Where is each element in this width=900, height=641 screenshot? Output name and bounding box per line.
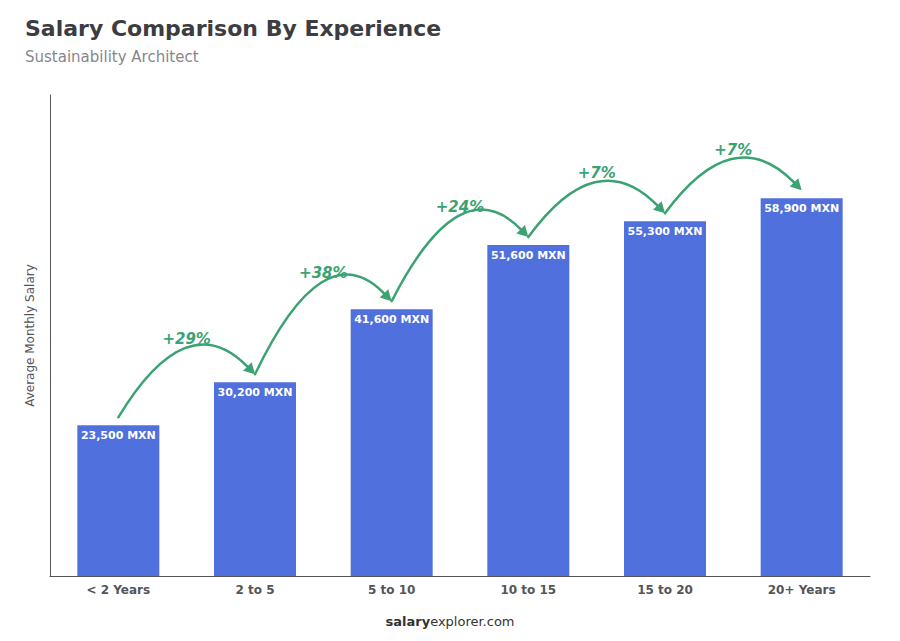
svg-text:30,200 MXN: 30,200 MXN [218,386,293,399]
svg-text:23,500 MXN: 23,500 MXN [81,429,156,442]
svg-text:salary: salary [385,614,430,629]
svg-text:Average Monthly Salary: Average Monthly Salary [23,264,37,407]
svg-text:10 to 15: 10 to 15 [500,583,556,597]
svg-text:+24%: +24% [436,198,484,216]
svg-text:+7%: +7% [578,164,616,182]
svg-text:41,600 MXN: 41,600 MXN [354,313,429,326]
svg-text:+29%: +29% [162,330,210,348]
svg-text:+38%: +38% [299,264,347,282]
svg-text:< 2 Years: < 2 Years [87,583,151,597]
svg-text:Sustainability Architect: Sustainability Architect [25,48,199,66]
svg-text:Salary Comparison By Experienc: Salary Comparison By Experience [25,16,441,41]
svg-text:55,300 MXN: 55,300 MXN [628,225,703,238]
svg-text:15 to 20: 15 to 20 [637,583,693,597]
svg-text:2 to 5: 2 to 5 [235,583,274,597]
svg-text:+7%: +7% [714,141,752,159]
svg-text:51,600 MXN: 51,600 MXN [491,249,566,262]
svg-text:5 to 10: 5 to 10 [368,583,415,597]
svg-text:explorer.com: explorer.com [430,614,514,629]
svg-text:20+ Years: 20+ Years [768,583,836,597]
svg-text:58,900 MXN: 58,900 MXN [764,202,839,215]
